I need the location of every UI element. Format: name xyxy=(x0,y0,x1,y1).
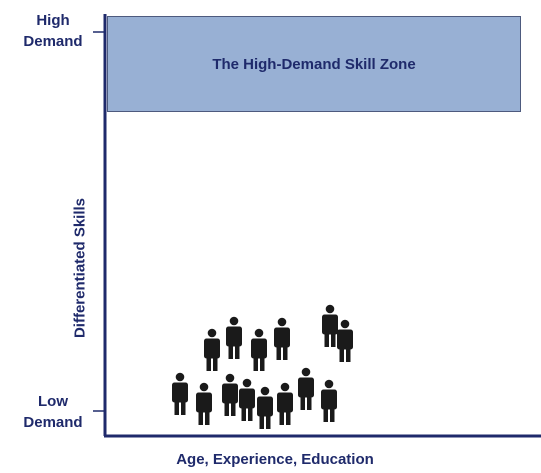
person-icon xyxy=(204,328,220,371)
low-label-line2: Demand xyxy=(23,414,83,431)
person-icon xyxy=(251,328,267,371)
person-icon xyxy=(239,378,255,421)
person-icon xyxy=(222,373,238,416)
person-icon xyxy=(322,304,338,347)
person-icon xyxy=(274,317,290,360)
high-demand-skill-zone: The High-Demand Skill Zone xyxy=(107,16,521,112)
zone-title: The High-Demand Skill Zone xyxy=(212,55,416,73)
high-demand-label: High Demand xyxy=(22,10,84,52)
person-icon xyxy=(337,319,353,362)
high-label-line1: High xyxy=(36,12,70,29)
low-demand-label: Low Demand xyxy=(22,391,84,433)
high-label-line2: Demand xyxy=(23,33,83,50)
person-icon xyxy=(196,382,212,425)
person-icon xyxy=(298,367,314,410)
x-axis-title: Age, Experience, Education xyxy=(176,451,374,468)
person-icon xyxy=(277,382,293,425)
person-icon xyxy=(321,379,337,422)
person-icon xyxy=(226,316,242,359)
low-label-line1: Low xyxy=(38,393,68,410)
person-icon xyxy=(172,372,188,415)
person-icon xyxy=(257,386,273,429)
